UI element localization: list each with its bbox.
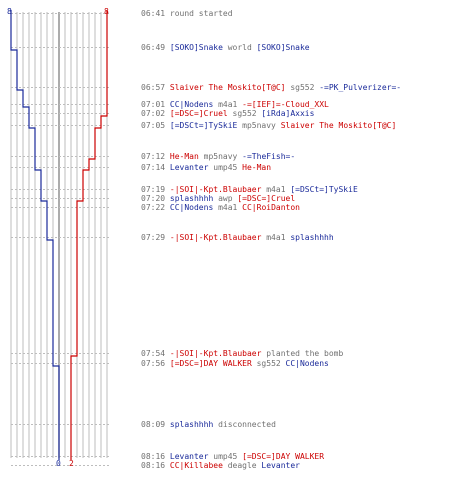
event-row: 07:01 CC|Nodens m4a1 -=[IEF]=-Cloud_XXL bbox=[141, 100, 329, 109]
event-time: 07:05 bbox=[141, 121, 170, 130]
event-text: CC|Killabee bbox=[170, 461, 223, 470]
event-text: Levanter bbox=[170, 452, 209, 461]
event-text: world bbox=[223, 43, 257, 52]
event-text: sg552 bbox=[252, 359, 286, 368]
event-row: 07:02 [=DSC=]Cruel sg552 [iRda]Axxis bbox=[141, 109, 315, 118]
red-count-line bbox=[70, 10, 108, 460]
event-time: 07:02 bbox=[141, 109, 170, 118]
event-text: sg552 bbox=[286, 83, 320, 92]
event-row: 07:20 splashhhh awp [=DSC=]Cruel bbox=[141, 194, 295, 203]
event-time: 07:20 bbox=[141, 194, 170, 203]
event-time: 07:19 bbox=[141, 185, 170, 194]
team-count-lines bbox=[10, 10, 108, 460]
event-text: round started bbox=[170, 9, 233, 18]
event-text: splashhhh bbox=[170, 420, 214, 429]
event-time: 07:14 bbox=[141, 163, 170, 172]
event-text: -=PK_Pulverizer=- bbox=[319, 83, 401, 92]
team-count-labels: 8 8 0 2 bbox=[7, 7, 109, 468]
event-text: [SOKO]Snake bbox=[257, 43, 310, 52]
event-leader-lines bbox=[11, 13, 110, 466]
event-text: He-Man bbox=[242, 163, 271, 172]
event-text: ump45 bbox=[208, 452, 242, 461]
event-row: 06:57 Slaiver The Moskito[T@C] sg552 -=P… bbox=[141, 83, 401, 92]
event-text: sg552 bbox=[228, 109, 262, 118]
event-row: 07:22 CC|Nodens m4a1 CC|RoiDanton bbox=[141, 203, 300, 212]
blue-count-line bbox=[10, 10, 60, 460]
event-text: [iRda]Axxis bbox=[261, 109, 314, 118]
event-time: 08:16 bbox=[141, 461, 170, 470]
red-start-count: 8 bbox=[104, 7, 109, 16]
event-text: m4a1 bbox=[213, 203, 242, 212]
event-text: deagle bbox=[223, 461, 262, 470]
event-text: Slaiver The Moskito[T@C] bbox=[281, 121, 397, 130]
event-text: -=TheFish=- bbox=[242, 152, 295, 161]
event-row: 06:41 round started bbox=[141, 9, 233, 18]
event-text: -=[IEF]=-Cloud_XXL bbox=[242, 100, 329, 109]
event-text: [=DSCt=]TySkiE bbox=[290, 185, 358, 194]
event-text: [=DSC=]Cruel bbox=[170, 109, 228, 118]
event-text: [=DSC=]DAY WALKER bbox=[170, 359, 252, 368]
event-text: m4a1 bbox=[213, 100, 242, 109]
event-text: Levanter bbox=[170, 163, 209, 172]
event-text: planted the bomb bbox=[261, 349, 343, 358]
event-text: He-Man bbox=[170, 152, 199, 161]
event-text: mp5navy bbox=[199, 152, 242, 161]
event-time: 06:49 bbox=[141, 43, 170, 52]
event-text: -|SOI|-Kpt.Blaubaer bbox=[170, 185, 262, 194]
event-text: awp bbox=[213, 194, 237, 203]
event-log: 06:41 round started 06:49 [SOKO]Snake wor… bbox=[141, 9, 401, 470]
event-time: 07:54 bbox=[141, 349, 170, 358]
event-time: 08:16 bbox=[141, 452, 170, 461]
event-text: mp5navy bbox=[237, 121, 280, 130]
event-text: CC|Nodens bbox=[286, 359, 330, 368]
event-row: 07:05 [=DSCt=]TySkiE mp5navy Slaiver The… bbox=[141, 121, 396, 130]
event-text: CC|RoiDanton bbox=[242, 203, 300, 212]
event-text: ump45 bbox=[208, 163, 242, 172]
red-end-count: 2 bbox=[69, 459, 74, 468]
event-text: [=DSCt=]TySkiE bbox=[170, 121, 238, 130]
event-text: Levanter bbox=[261, 461, 300, 470]
grid-lines bbox=[10, 12, 108, 458]
event-row: 07:14 Levanter ump45 He-Man bbox=[141, 163, 271, 172]
event-text: [SOKO]Snake bbox=[170, 43, 223, 52]
event-text: -|SOI|-Kpt.Blaubaer bbox=[170, 349, 262, 358]
event-text: [=DSC=]DAY WALKER bbox=[242, 452, 324, 461]
event-text: CC|Nodens bbox=[170, 100, 214, 109]
event-text: -|SOI|-Kpt.Blaubaer bbox=[170, 233, 262, 242]
event-time: 07:01 bbox=[141, 100, 170, 109]
event-text: m4a1 bbox=[261, 185, 290, 194]
event-text: splashhhh bbox=[170, 194, 214, 203]
event-row: 07:12 He-Man mp5navy -=TheFish=- bbox=[141, 152, 295, 161]
event-row: 07:56 [=DSC=]DAY WALKER sg552 CC|Nodens bbox=[141, 359, 329, 368]
event-time: 07:56 bbox=[141, 359, 170, 368]
event-row: 08:16 CC|Killabee deagle Levanter bbox=[141, 461, 300, 470]
event-text: splashhhh bbox=[290, 233, 334, 242]
event-row: 07:19 -|SOI|-Kpt.Blaubaer m4a1 [=DSCt=]T… bbox=[141, 185, 358, 194]
event-time: 07:22 bbox=[141, 203, 170, 212]
event-row: 08:09 splashhhh disconnected bbox=[141, 420, 276, 429]
event-text: disconnected bbox=[213, 420, 276, 429]
event-time: 06:57 bbox=[141, 83, 170, 92]
event-time: 06:41 bbox=[141, 9, 170, 18]
event-text: [=DSC=]Cruel bbox=[237, 194, 295, 203]
event-row: 07:29 -|SOI|-Kpt.Blaubaer m4a1 splashhhh bbox=[141, 233, 334, 242]
event-time: 07:12 bbox=[141, 152, 170, 161]
event-row: 08:16 Levanter ump45 [=DSC=]DAY WALKER bbox=[141, 452, 324, 461]
event-time: 08:09 bbox=[141, 420, 170, 429]
event-row: 07:54 -|SOI|-Kpt.Blaubaer planted the bo… bbox=[141, 349, 343, 358]
blue-end-count: 0 bbox=[56, 459, 61, 468]
event-text: Slaiver The Moskito[T@C] bbox=[170, 83, 286, 92]
event-time: 07:29 bbox=[141, 233, 170, 242]
event-row: 06:49 [SOKO]Snake world [SOKO]Snake bbox=[141, 43, 310, 52]
event-text: m4a1 bbox=[261, 233, 290, 242]
blue-start-count: 8 bbox=[7, 7, 12, 16]
event-text: CC|Nodens bbox=[170, 203, 214, 212]
